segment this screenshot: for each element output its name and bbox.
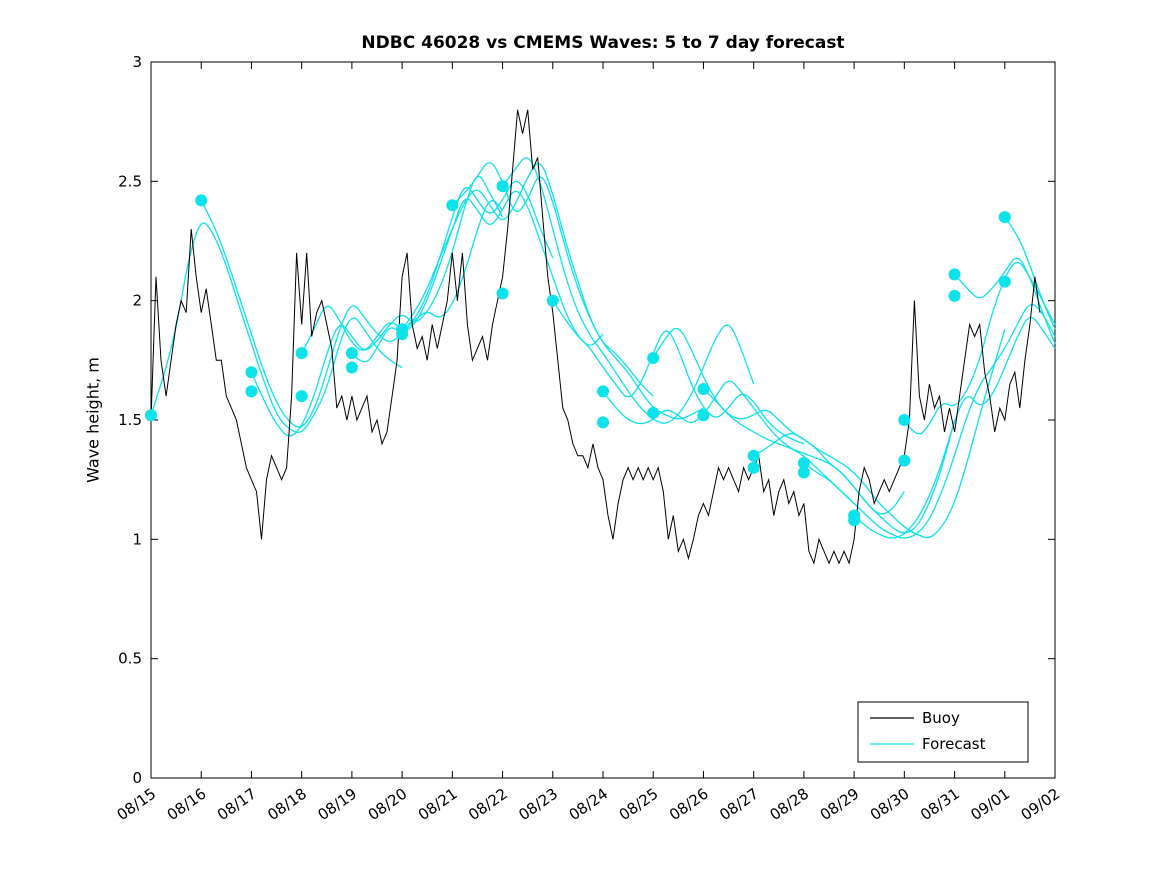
forecast-curve bbox=[702, 388, 956, 534]
x-tick-label: 08/29 bbox=[817, 785, 863, 825]
y-tick-label: 0 bbox=[132, 769, 142, 787]
forecast-marker bbox=[597, 416, 609, 429]
forecast-marker bbox=[546, 294, 559, 307]
chart-title: NDBC 46028 vs CMEMS Waves: 5 to 7 day fo… bbox=[361, 33, 845, 53]
forecast-marker bbox=[898, 414, 911, 426]
forecast-marker bbox=[446, 199, 459, 212]
forecast-curve bbox=[903, 261, 1056, 435]
y-tick-label: 2 bbox=[132, 292, 142, 310]
forecast-marker bbox=[697, 382, 710, 395]
y-tick-label: 1.5 bbox=[118, 411, 142, 429]
forecast-marker bbox=[998, 211, 1011, 224]
forecast-curve bbox=[502, 157, 755, 424]
forecast-marker bbox=[597, 385, 609, 398]
buoy-line bbox=[150, 109, 1041, 565]
forecast-marker bbox=[496, 287, 509, 300]
x-tick-label: 09/01 bbox=[967, 785, 1013, 825]
x-tick-label: 08/17 bbox=[214, 785, 260, 825]
forecast-marker bbox=[797, 456, 810, 469]
forecast-marker bbox=[647, 351, 660, 364]
forecast-curve bbox=[250, 175, 504, 437]
forecast-curve bbox=[853, 316, 1056, 539]
x-tick-label: 08/16 bbox=[164, 785, 210, 825]
forecast-curve bbox=[451, 162, 704, 420]
forecast-marker bbox=[848, 514, 861, 527]
x-tick-label: 08/26 bbox=[666, 785, 712, 825]
x-tick-label: 08/30 bbox=[867, 785, 913, 825]
forecast-curve bbox=[954, 257, 1056, 344]
forecast-marker bbox=[345, 361, 358, 374]
forecast-marker bbox=[295, 390, 308, 403]
forecast-curve bbox=[803, 304, 1056, 539]
forecast-marker bbox=[647, 406, 660, 419]
forecast-marker bbox=[697, 409, 710, 422]
forecast-curve bbox=[301, 180, 554, 354]
x-tick-label: 08/27 bbox=[716, 785, 762, 825]
y-tick-label: 0.5 bbox=[118, 650, 142, 668]
y-tick-label: 2.5 bbox=[118, 172, 142, 190]
forecast-marker bbox=[396, 328, 409, 341]
x-tick-label: 08/28 bbox=[766, 785, 812, 825]
x-tick-label: 08/15 bbox=[114, 785, 160, 825]
forecast-marker bbox=[948, 289, 961, 302]
forecast-marker bbox=[145, 409, 157, 422]
y-tick-label: 3 bbox=[132, 53, 142, 71]
x-tick-label: 08/25 bbox=[616, 785, 662, 825]
x-tick-label: 08/22 bbox=[465, 785, 511, 825]
forecast-curve bbox=[150, 222, 403, 434]
x-tick-label: 08/18 bbox=[264, 785, 310, 825]
x-tick-label: 08/23 bbox=[515, 785, 561, 825]
legend-entry-label: Buoy bbox=[922, 709, 960, 727]
forecast-curve bbox=[552, 300, 805, 445]
legend-box bbox=[857, 701, 1029, 763]
y-tick-label: 1 bbox=[132, 530, 142, 548]
forecast-marker bbox=[747, 449, 760, 462]
forecast-curve bbox=[1004, 216, 1056, 330]
x-tick-label: 08/19 bbox=[314, 785, 360, 825]
forecast-marker bbox=[998, 275, 1011, 288]
legend-entry-label: Forecast bbox=[922, 735, 986, 753]
forecast-marker bbox=[345, 347, 358, 360]
x-tick-label: 08/20 bbox=[365, 785, 411, 825]
x-tick-label: 08/31 bbox=[917, 785, 963, 825]
forecast-curve bbox=[652, 327, 905, 515]
forecast-curve bbox=[401, 163, 654, 397]
forecast-marker bbox=[948, 268, 961, 281]
x-tick-label: 08/24 bbox=[566, 785, 612, 825]
y-axis-label: Wave height, m bbox=[83, 357, 103, 483]
x-tick-label: 08/21 bbox=[415, 785, 461, 825]
forecast-curve bbox=[753, 329, 1006, 539]
forecast-marker bbox=[496, 180, 509, 193]
forecast-marker bbox=[195, 194, 208, 207]
forecast-marker bbox=[245, 366, 258, 379]
forecast-marker bbox=[898, 454, 911, 467]
forecast-marker bbox=[797, 466, 810, 479]
forecast-curve bbox=[602, 380, 855, 504]
forecast-marker bbox=[245, 385, 258, 398]
forecast-marker bbox=[295, 347, 308, 360]
forecast-curve bbox=[200, 200, 504, 428]
x-tick-label: 09/02 bbox=[1018, 785, 1064, 825]
forecast-marker bbox=[747, 461, 760, 474]
